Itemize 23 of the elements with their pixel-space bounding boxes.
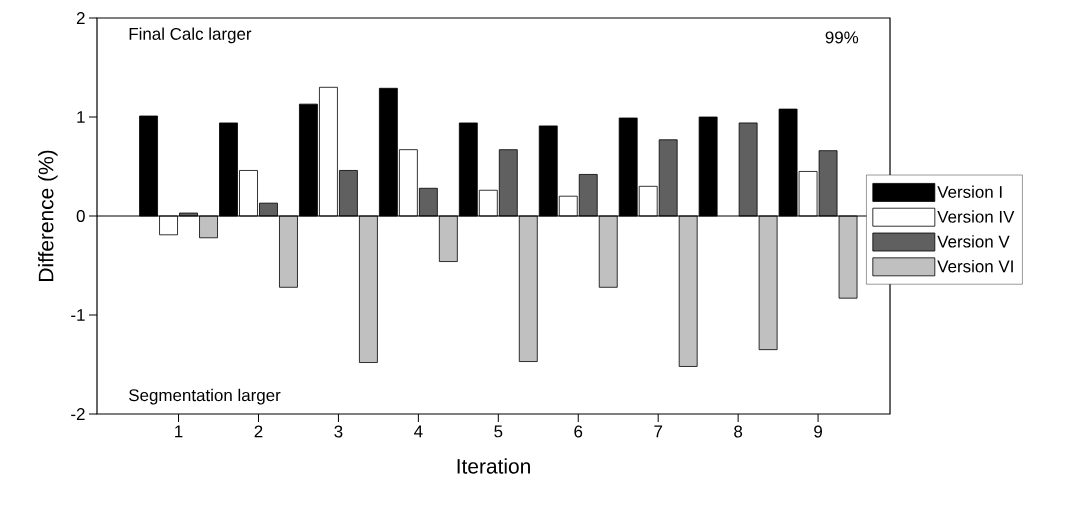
annotation: Segmentation larger [129,388,281,405]
x-tick-label: 1 [175,425,183,438]
x-tick-label: 2 [254,425,263,438]
y-tick-label: -2 [71,408,85,420]
legend-label: Version V [937,235,1010,248]
legend-label: Version VI [937,259,1013,273]
x-tick-label: 6 [574,425,583,438]
y-tick-label: 2 [76,12,85,24]
y-axis-title: Difference (%) [38,150,58,281]
x-axis-title: Iteration [457,458,530,474]
y-tick-label: -1 [71,309,85,321]
x-tick-label: 9 [814,425,822,438]
legend-label: Version IV [937,210,1015,223]
legend-label: Version I [937,185,1002,198]
y-tick-label: 1 [77,111,85,123]
x-tick-label: 5 [494,425,503,438]
x-tick-label: 4 [414,425,423,438]
x-tick-label: 7 [654,425,663,438]
annotation: 99% [825,31,859,44]
x-tick-label: 3 [334,425,343,438]
x-tick-label: 8 [734,425,743,438]
annotation: Final Calc larger [129,27,252,44]
y-tick-label: 0 [76,210,85,222]
